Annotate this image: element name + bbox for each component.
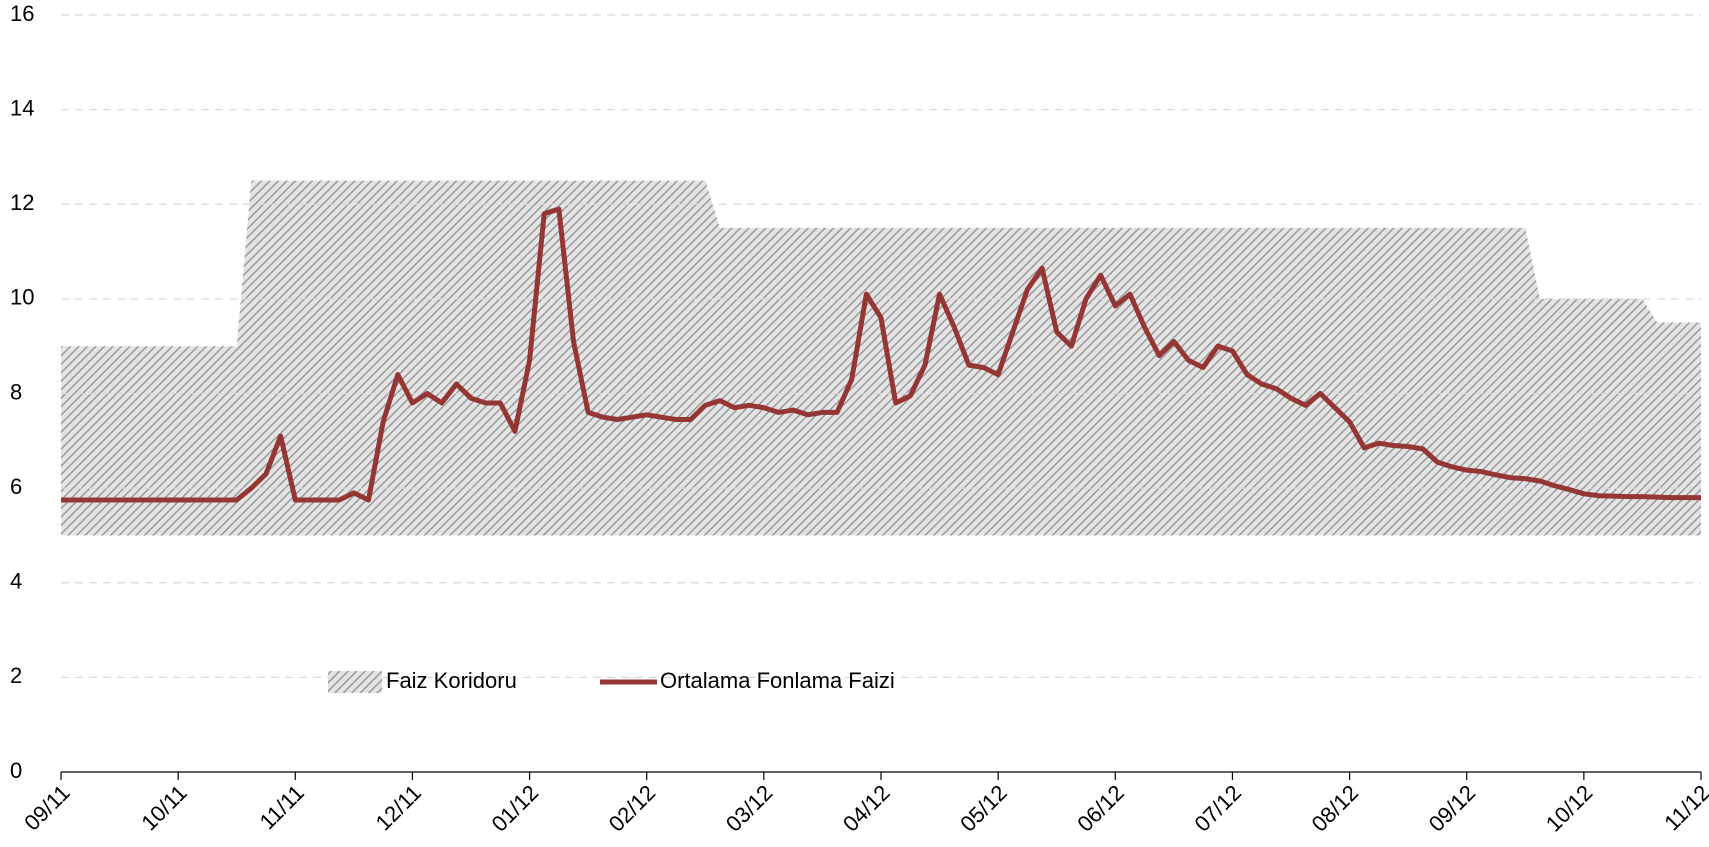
x-tick-label: 11/11: [255, 780, 309, 834]
legend-label: Ortalama Fonlama Faizi: [660, 668, 895, 693]
y-tick-label: 6: [10, 474, 22, 499]
legend-label: Faiz Koridoru: [386, 668, 517, 693]
x-tick-label: 03/12: [721, 780, 778, 837]
x-tick-label: 10/12: [1541, 780, 1598, 837]
x-tick-label: 12/11: [371, 780, 426, 835]
x-tick-label: 11/12: [1659, 780, 1709, 835]
y-tick-label: 14: [10, 95, 34, 120]
y-tick-label: 4: [10, 569, 22, 594]
x-tick-label: 10/11: [136, 780, 191, 835]
x-tick-label: 08/12: [1307, 780, 1364, 837]
line-series: [61, 206, 1701, 503]
legend-swatch: [328, 671, 382, 693]
x-tick-label: 06/12: [1072, 780, 1129, 837]
x-tick-label: 04/12: [838, 780, 895, 837]
y-tick-label: 0: [10, 758, 22, 783]
corridor-area: [61, 180, 1701, 536]
y-tick-label: 16: [10, 1, 34, 26]
x-tick-label: 09/11: [19, 780, 74, 835]
x-tick-label: 05/12: [955, 780, 1012, 837]
y-tick-label: 2: [10, 663, 22, 688]
y-tick-label: 10: [10, 285, 34, 310]
y-tick-label: 12: [10, 190, 34, 215]
y-tick-label: 8: [10, 379, 22, 404]
x-tick-label: 01/12: [487, 780, 544, 837]
x-tick-label: 02/12: [604, 780, 661, 837]
x-tick-label: 07/12: [1189, 780, 1246, 837]
x-tick-label: 09/12: [1424, 780, 1481, 837]
